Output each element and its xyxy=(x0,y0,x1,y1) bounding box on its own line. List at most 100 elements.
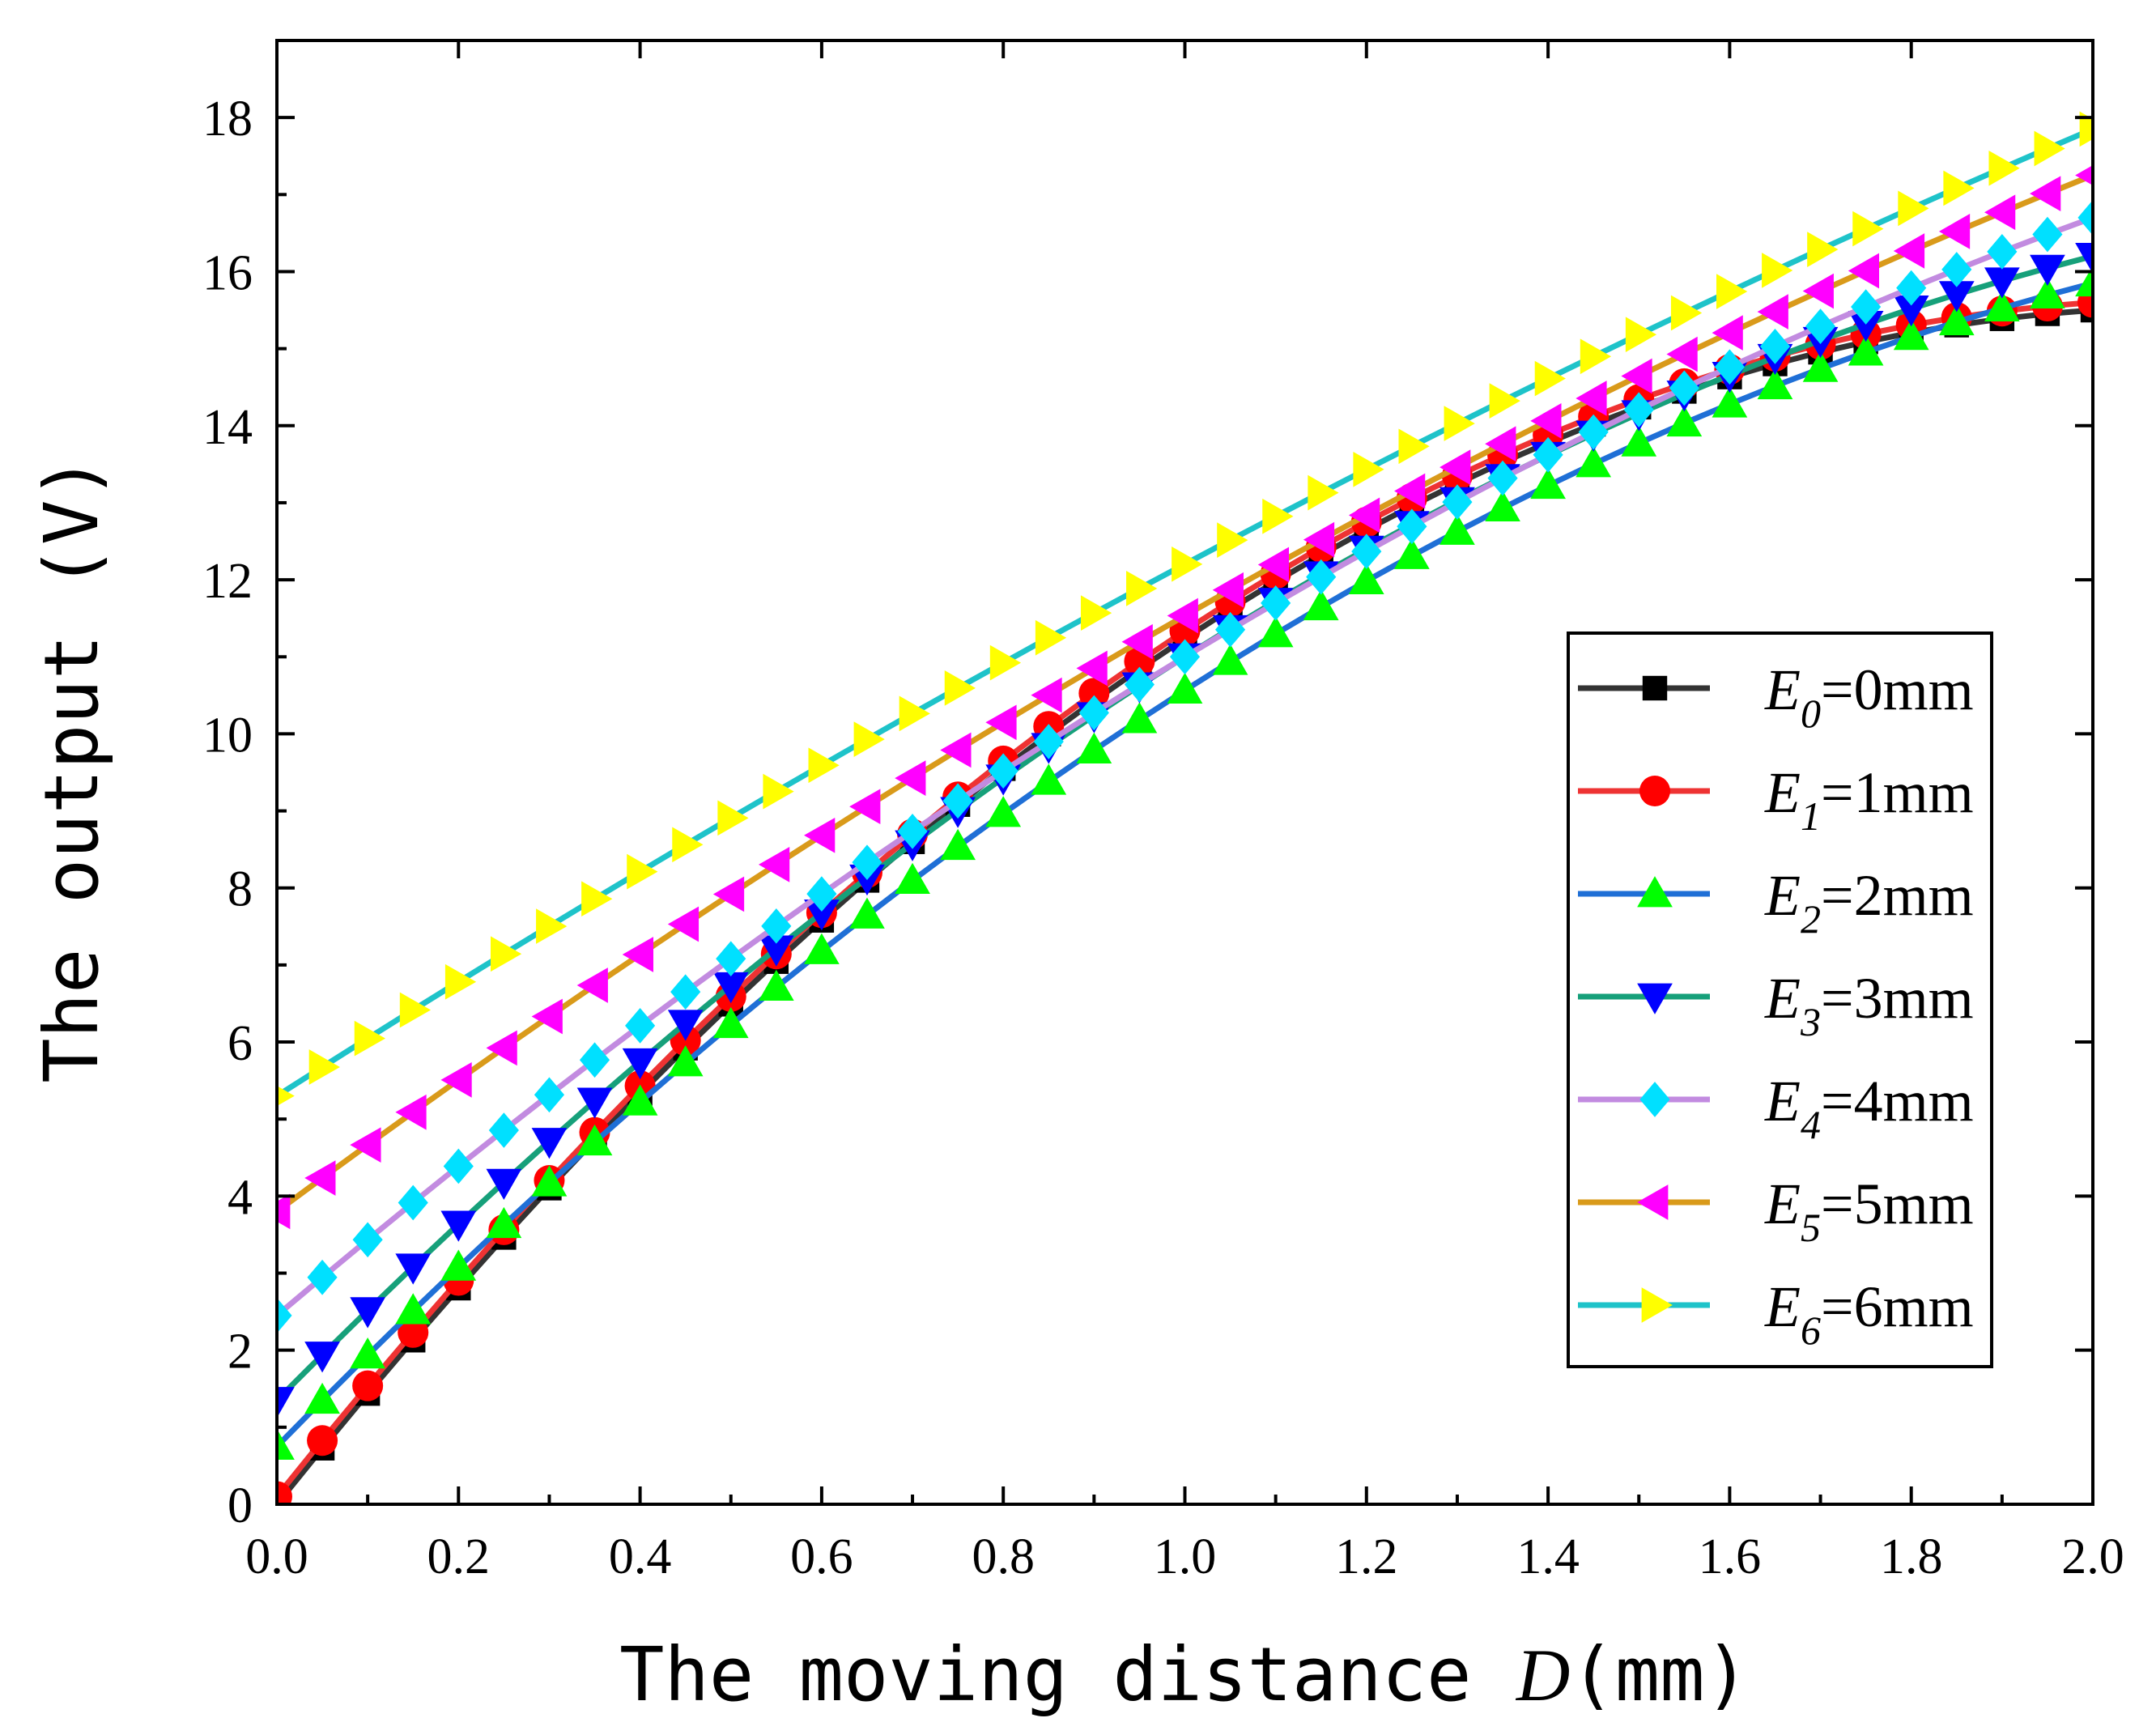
data-point xyxy=(2075,243,2093,274)
data-point xyxy=(712,972,749,1004)
data-point xyxy=(1076,732,1112,764)
data-point xyxy=(398,1184,428,1221)
data-point xyxy=(849,897,885,929)
data-point xyxy=(1303,521,1335,558)
data-point xyxy=(1578,414,1609,450)
legend-subscript: 4 xyxy=(1801,1102,1821,1147)
data-point xyxy=(1172,546,1203,582)
data-point xyxy=(1351,534,1382,569)
data-point xyxy=(307,1259,338,1295)
x-tick-label: 1.4 xyxy=(1516,1529,1580,1584)
x-tick-label: 1.6 xyxy=(1699,1529,1762,1584)
legend-subscript: 6 xyxy=(1801,1308,1821,1353)
data-point xyxy=(1397,508,1427,545)
data-point xyxy=(1987,234,2018,270)
data-point xyxy=(1257,616,1294,648)
legend-item-0: E0=0mm xyxy=(1578,657,1974,736)
legend-value: =5mm xyxy=(1821,1172,1974,1236)
data-point xyxy=(622,1048,658,1080)
data-point xyxy=(304,1382,340,1414)
data-point xyxy=(1439,449,1471,485)
data-point xyxy=(1394,538,1430,569)
legend-subscript: 0 xyxy=(1801,691,1821,736)
data-point xyxy=(944,670,976,706)
data-point xyxy=(576,1124,613,1156)
legend-item-3: E3=3mm xyxy=(1578,966,1974,1044)
data-point xyxy=(531,1165,568,1197)
data-point xyxy=(1712,386,1748,418)
legend-marker xyxy=(1641,1287,1673,1323)
data-point xyxy=(307,1425,338,1456)
data-point xyxy=(625,1008,656,1044)
legend-label: E5=5mm xyxy=(1764,1172,1974,1250)
legend-marker xyxy=(1639,1082,1670,1117)
data-point xyxy=(1530,467,1566,500)
data-point xyxy=(1398,428,1430,465)
data-point xyxy=(1984,267,2020,299)
y-axis-title: The output (V) xyxy=(28,455,115,1082)
data-point xyxy=(2079,111,2093,147)
data-point xyxy=(1485,426,1516,462)
data-point xyxy=(1442,484,1473,520)
legend-marker xyxy=(1639,776,1670,806)
y-tick-label: 14 xyxy=(202,400,253,455)
y-tick-label: 16 xyxy=(202,245,253,300)
data-point xyxy=(1126,570,1158,606)
legend-value: =0mm xyxy=(1821,657,1974,722)
data-point xyxy=(1303,589,1339,621)
data-point xyxy=(1035,619,1067,656)
data-point xyxy=(758,969,794,1001)
data-point xyxy=(2077,200,2093,236)
legend-label: E3=3mm xyxy=(1764,966,1974,1044)
data-point xyxy=(444,963,477,1000)
data-point xyxy=(1712,315,1743,351)
data-point xyxy=(1757,294,1788,330)
data-point xyxy=(940,828,976,861)
y-tick-label: 10 xyxy=(202,708,253,763)
data-point xyxy=(1348,497,1380,534)
data-point xyxy=(2075,165,2093,186)
data-point xyxy=(1941,252,1972,287)
data-point xyxy=(899,695,930,732)
data-point xyxy=(1033,724,1064,759)
data-point xyxy=(1348,563,1384,594)
legend-marker xyxy=(1637,876,1673,908)
data-point xyxy=(1757,368,1793,400)
legend-letter: E xyxy=(1764,760,1801,825)
data-point xyxy=(277,1298,292,1333)
data-point xyxy=(2032,216,2063,253)
data-point xyxy=(1124,666,1155,703)
data-point xyxy=(1031,677,1062,713)
y-tick-label: 4 xyxy=(228,1170,253,1225)
data-point xyxy=(581,881,613,917)
data-point xyxy=(897,814,928,849)
x-tick-label: 1.0 xyxy=(1154,1529,1217,1584)
data-point xyxy=(1306,559,1337,595)
data-point xyxy=(627,853,658,890)
data-point xyxy=(1167,672,1203,704)
legend-subscript: 3 xyxy=(1800,999,1821,1044)
data-point xyxy=(1212,644,1248,675)
legend-label: E2=2mm xyxy=(1764,863,1974,942)
data-point xyxy=(1530,403,1562,439)
data-point xyxy=(576,1087,613,1119)
x-tick-label: 0.6 xyxy=(790,1529,853,1584)
legend-letter: E xyxy=(1764,1172,1801,1236)
data-point xyxy=(1802,273,1834,309)
data-point xyxy=(2030,176,2061,212)
data-point xyxy=(1893,318,1929,351)
data-point xyxy=(985,704,1017,741)
data-point xyxy=(1984,194,2016,231)
data-point xyxy=(1580,338,1612,375)
data-point xyxy=(277,1428,295,1461)
data-point xyxy=(1898,190,1929,227)
data-point xyxy=(672,827,704,863)
legend-label: E4=4mm xyxy=(1764,1069,1974,1147)
y-tick-label: 18 xyxy=(202,91,253,147)
data-point xyxy=(534,1077,565,1113)
data-point xyxy=(942,783,973,819)
y-tick-label: 6 xyxy=(228,1016,253,1071)
data-point xyxy=(1217,522,1248,558)
data-point xyxy=(304,1342,340,1373)
data-point xyxy=(1848,253,1880,289)
